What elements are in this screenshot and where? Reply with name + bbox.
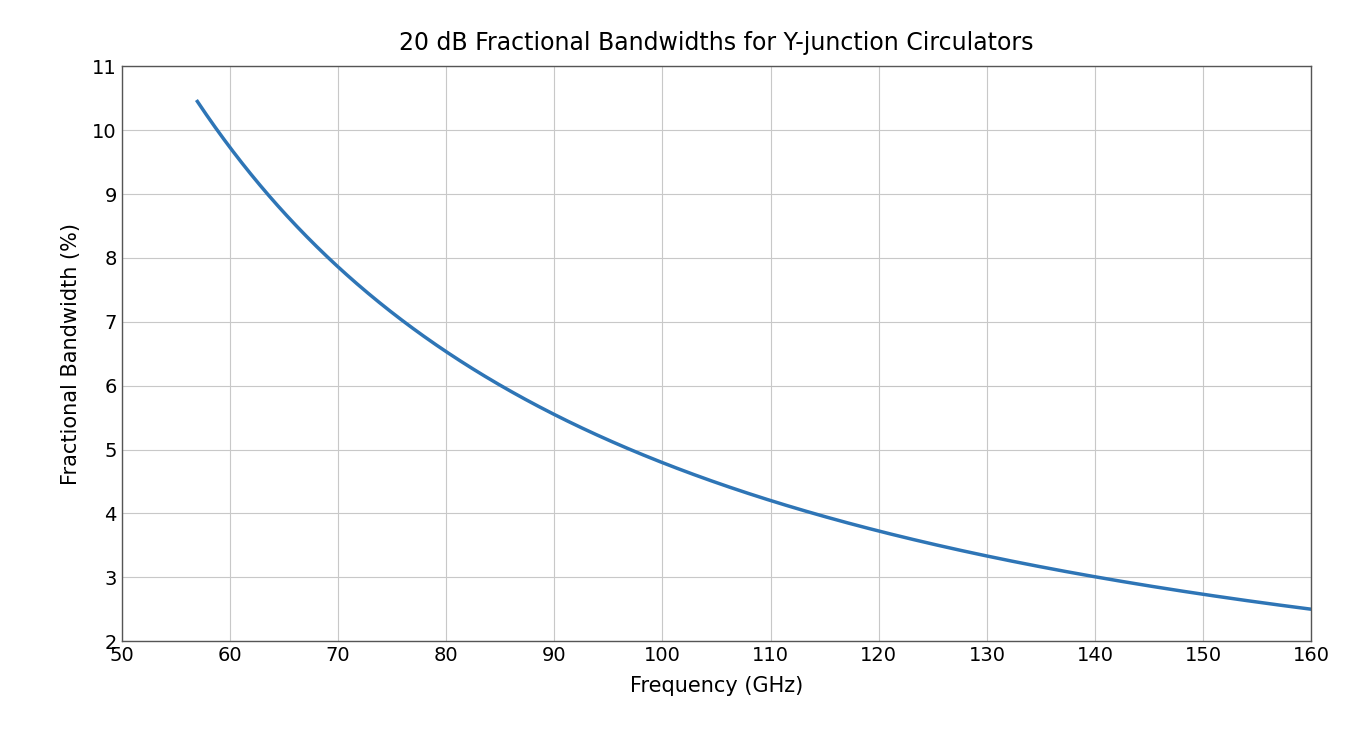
X-axis label: Frequency (GHz): Frequency (GHz)	[630, 676, 803, 696]
Y-axis label: Fractional Bandwidth (%): Fractional Bandwidth (%)	[61, 223, 81, 485]
Title: 20 dB Fractional Bandwidths for Y-junction Circulators: 20 dB Fractional Bandwidths for Y-juncti…	[399, 31, 1034, 55]
